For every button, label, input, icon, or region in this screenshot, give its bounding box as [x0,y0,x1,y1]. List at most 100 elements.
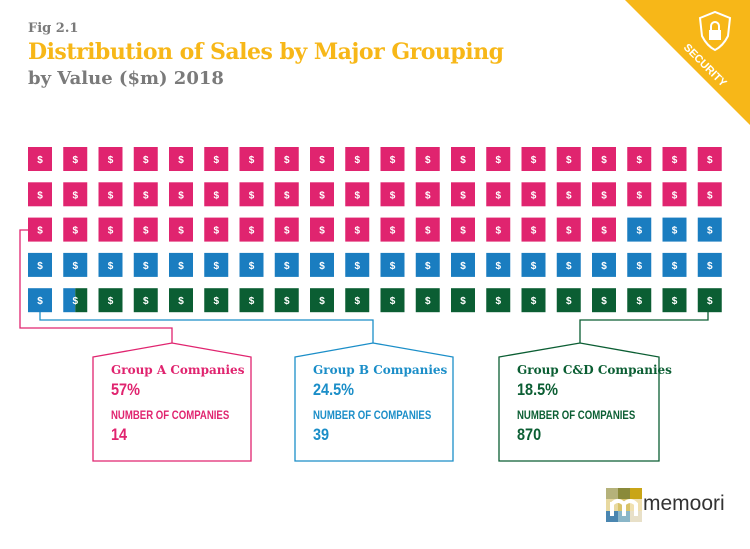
dollar-icon: $ [390,261,396,272]
waffle-unit: $ [521,147,546,171]
unit-fill-a [63,217,88,242]
waffle-unit: $ [451,217,475,242]
waffle-unit: $ [274,288,299,313]
dollar-icon: $ [460,226,466,237]
dollar-icon: $ [178,261,184,272]
logo-text: memoori [643,492,725,515]
dollar-icon: $ [460,155,466,166]
callout-outline [498,342,660,462]
unit-fill-cd [274,288,299,313]
dollar-icon: $ [249,190,255,201]
unit-fill-a [98,147,123,171]
unit-fill-b [133,252,158,277]
waffle-unit: $ [451,147,475,171]
unit-fill-a [415,217,440,242]
unit-fill-a [310,182,334,207]
dollar-icon: $ [72,261,78,272]
unit-fill-a [169,182,193,207]
chart-subtitle: by Value ($m) 2018 [28,68,224,89]
dollar-icon: $ [37,155,43,166]
dollar-icon: $ [178,155,184,166]
shield-lock-icon [698,10,732,52]
figure-number: Fig 2.1 [28,21,79,36]
dollar-icon: $ [354,296,360,307]
dollar-icon: $ [495,190,501,201]
dollar-icon: $ [601,261,607,272]
dollar-icon: $ [707,226,713,237]
waffle-unit: $ [662,217,687,242]
unit-fill-a [133,147,158,171]
waffle-unit: $ [345,182,370,207]
dollar-icon: $ [425,190,431,201]
callout-outline [92,342,252,462]
dollar-icon: $ [672,155,678,166]
waffle-unit: $ [662,252,687,277]
waffle-unit: $ [556,252,581,277]
unit-fill-a [627,147,652,171]
dollar-icon: $ [108,296,114,307]
dollar-icon: $ [319,261,325,272]
dollar-icon: $ [566,226,572,237]
unit-fill-b [697,217,722,242]
dollar-icon: $ [143,226,149,237]
waffle-unit: $ [486,252,511,277]
dollar-icon: $ [108,190,114,201]
waffle-unit: $ [133,182,158,207]
unit-fill-b [98,252,123,277]
unit-fill-a [662,147,687,171]
dollar-icon: $ [425,226,431,237]
chart-title: Distribution of Sales by Major Grouping [28,39,504,65]
unit-fill-b [662,217,687,242]
unit-fill-b [451,252,475,277]
dollar-icon: $ [566,261,572,272]
waffle-unit: $ [98,288,123,313]
waffle-unit: $ [310,147,334,171]
waffle-unit: $ [521,217,546,242]
waffle-unit: $ [28,252,52,277]
waffle-unit: $ [63,182,88,207]
unit-fill-cd [169,288,193,313]
unit-fill-a [239,182,264,207]
unit-fill-cd [451,288,475,313]
dollar-icon: $ [707,296,713,307]
dollar-icon: $ [460,261,466,272]
dollar-icon: $ [319,155,325,166]
unit-fill-a [310,217,334,242]
waffle-unit: $ [98,252,123,277]
unit-fill-cd [697,288,722,313]
dollar-icon: $ [390,226,396,237]
unit-fill-b [556,252,581,277]
dollar-icon: $ [178,296,184,307]
waffle-unit: $ [204,217,229,242]
waffle-unit: $ [169,147,193,171]
unit-fill-b [169,252,193,277]
waffle-unit: $ [627,182,652,207]
dollar-icon: $ [425,261,431,272]
waffle-unit: $ [380,182,405,207]
group-percent: 24.5% [313,380,354,399]
dollar-icon: $ [284,226,290,237]
waffle-unit: $ [486,182,511,207]
unit-fill-cd [592,288,616,313]
dollar-icon: $ [213,261,219,272]
waffle-unit: $ [28,147,52,171]
waffle-unit: $ [556,182,581,207]
waffle-unit: $ [28,288,52,313]
dollar-icon: $ [531,190,537,201]
dollar-icon: $ [390,190,396,201]
dollar-icon: $ [354,226,360,237]
waffle-unit: $ [239,182,264,207]
unit-fill-a [451,147,475,171]
waffle-unit: $ [133,147,158,171]
waffle-unit: $ [310,182,334,207]
unit-fill-cd [380,288,405,313]
waffle-unit: $ [380,288,405,313]
unit-fill-a [627,182,652,207]
unit-fill-cd [75,288,88,313]
unit-fill-a [592,217,616,242]
waffle-unit: $ [98,182,123,207]
dollar-icon: $ [460,296,466,307]
unit-fill-a [486,147,511,171]
waffle-unit: $ [380,252,405,277]
